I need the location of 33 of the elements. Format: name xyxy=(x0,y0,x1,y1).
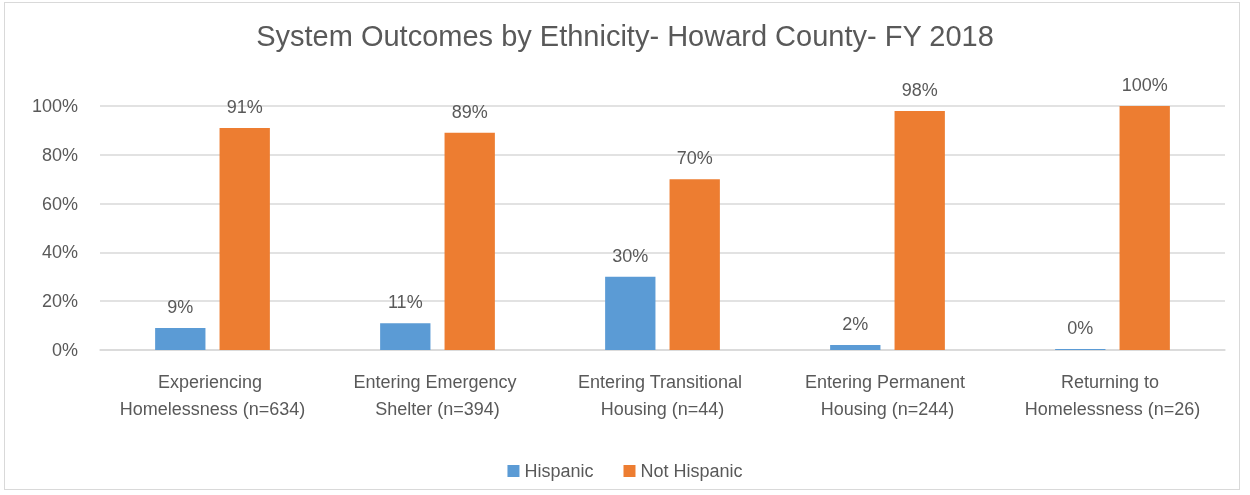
y-tick-label: 0% xyxy=(51,340,78,360)
bar xyxy=(894,110,945,350)
bar xyxy=(605,276,656,350)
y-tick-label: 60% xyxy=(41,193,78,214)
y-tick-label: 20% xyxy=(41,291,78,312)
y-tick-label: 100% xyxy=(31,96,78,116)
data-label: 11% xyxy=(387,292,423,313)
data-label: 100% xyxy=(1121,75,1168,95)
x-tick-label: Returning to Homelessness (n=26) xyxy=(1024,371,1201,419)
data-label: 89% xyxy=(451,101,488,122)
y-tick-label: 80% xyxy=(41,144,78,165)
data-label: 98% xyxy=(901,79,938,100)
data-label: 30% xyxy=(612,245,649,266)
data-label: 70% xyxy=(676,148,713,169)
data-label: 9% xyxy=(167,297,194,318)
data-label: 0% xyxy=(1067,318,1094,338)
x-tick-label: Entering Emergency Shelter (n=394) xyxy=(353,371,522,419)
legend-label: Hispanic xyxy=(524,461,594,481)
legend-label: Not Hispanic xyxy=(640,461,743,481)
bar xyxy=(1119,106,1170,350)
bar xyxy=(155,328,206,350)
x-tick-label: Experiencing Homelessness (n=634) xyxy=(119,371,306,419)
x-tick-label: Entering Transitional Housing (n=44) xyxy=(577,371,748,419)
bar xyxy=(380,323,431,350)
bar xyxy=(669,179,720,350)
data-label: 91% xyxy=(226,96,263,117)
bar xyxy=(219,127,270,350)
x-tick-label: Entering Permanent Housing (n=244) xyxy=(804,371,971,419)
bar xyxy=(444,132,495,350)
y-tick-label: 40% xyxy=(41,242,78,263)
bar xyxy=(830,345,881,350)
data-label: 2% xyxy=(842,314,869,335)
chart-title: System Outcomes by Ethnicity- Howard County- FY 2018 xyxy=(256,19,994,52)
